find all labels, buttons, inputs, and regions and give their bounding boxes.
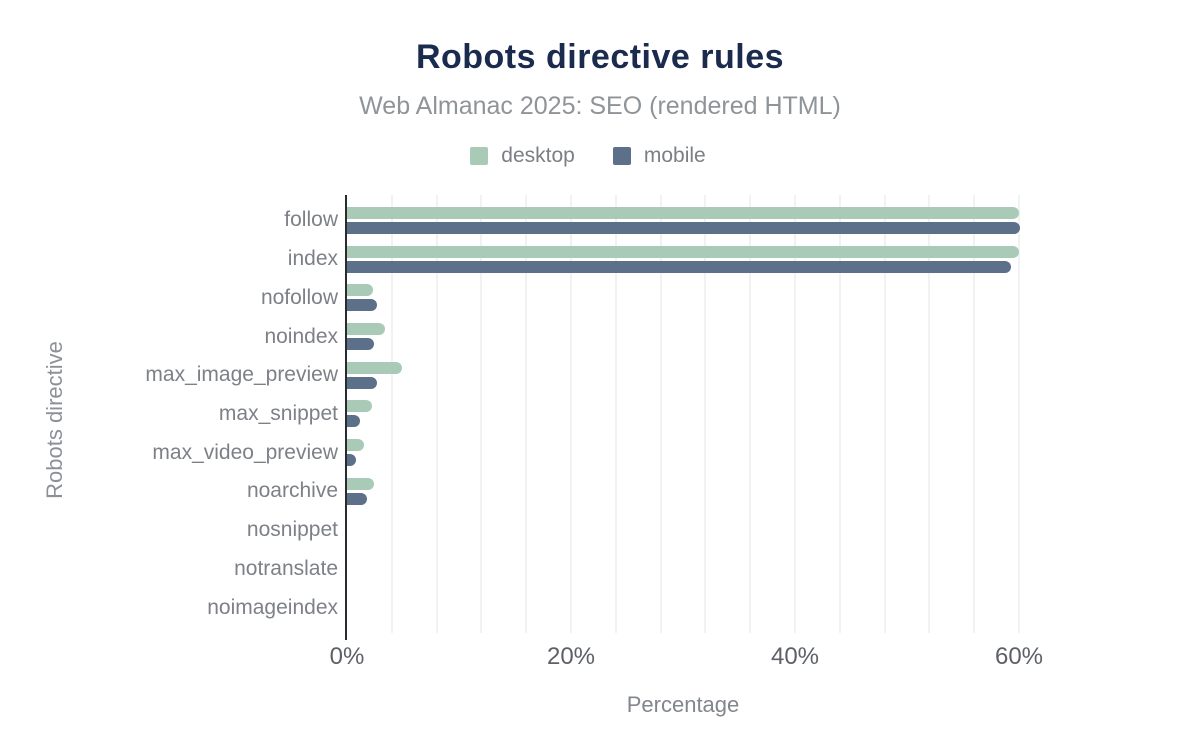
category-label: noarchive — [246, 479, 338, 503]
gridline — [1018, 195, 1020, 633]
category-row: noindex — [0, 317, 338, 356]
gridline — [390, 195, 393, 633]
legend-swatch-icon — [612, 147, 631, 165]
chart-row — [347, 240, 1019, 279]
bar-mobile-index[interactable] — [347, 260, 1012, 273]
y-axis-line — [345, 195, 347, 640]
bar-mobile-max_snippet[interactable] — [347, 415, 361, 428]
page-title: Robots directive rules — [415, 38, 785, 76]
chart-row — [347, 201, 1021, 240]
category-label: noindex — [264, 324, 338, 348]
category-row: max_image_preview — [0, 356, 338, 395]
category-label: max_image_preview — [145, 363, 338, 387]
x-tick-label: 60% — [994, 643, 1044, 670]
bar-desktop-index[interactable] — [347, 245, 1019, 258]
category-label: follow — [284, 208, 338, 232]
chart-row — [347, 588, 1019, 627]
category-row: notranslate — [0, 549, 338, 588]
category-row: max_snippet — [0, 395, 338, 434]
category-label: max_video_preview — [152, 440, 338, 464]
plot-area — [345, 195, 1021, 640]
gridline — [883, 195, 886, 633]
chart-row — [347, 278, 1019, 317]
gridline — [435, 195, 438, 633]
category-row: index — [0, 240, 338, 279]
chart-row — [347, 395, 1019, 434]
bar-rows — [347, 201, 1021, 627]
bar-desktop-max_video_preview[interactable] — [347, 439, 364, 452]
bar-desktop-max_image_preview[interactable] — [347, 361, 402, 374]
bar-mobile-max_video_preview[interactable] — [347, 454, 356, 467]
gridline — [659, 195, 662, 633]
category-row: nosnippet — [0, 511, 338, 550]
gridline — [704, 195, 707, 633]
gridline — [525, 195, 528, 633]
legend-label: mobile — [643, 144, 706, 167]
bar-mobile-max_image_preview[interactable] — [347, 376, 378, 389]
chart-row — [347, 511, 1019, 550]
y-axis-category-labels: follow index nofollow noindex max_image_prev… — [0, 201, 338, 627]
bar-mobile-nofollow[interactable] — [347, 299, 378, 312]
category-row: noimageindex — [0, 588, 338, 627]
category-label: nosnippet — [246, 518, 338, 542]
gridline — [794, 195, 796, 633]
chart-row — [347, 317, 1019, 356]
bar-mobile-follow[interactable] — [347, 221, 1021, 234]
y-axis-title: Robots directive — [42, 341, 67, 499]
x-tick-label: 20% — [546, 643, 596, 670]
category-label: noimageindex — [207, 595, 338, 619]
x-tick-label: 0% — [329, 643, 365, 670]
category-row: follow — [0, 201, 338, 240]
category-label: notranslate — [234, 556, 338, 580]
gridline — [614, 195, 617, 633]
category-row: nofollow — [0, 278, 338, 317]
x-tick-label: 40% — [770, 643, 820, 670]
gridline — [480, 195, 483, 633]
gridline — [570, 195, 572, 633]
chart-subtitle: Web Almanac 2025: SEO (rendered HTML) — [359, 92, 841, 120]
bar-desktop-nofollow[interactable] — [347, 284, 373, 297]
bar-desktop-max_snippet[interactable] — [347, 400, 372, 413]
bar-desktop-noarchive[interactable] — [347, 477, 374, 490]
bar-desktop-follow[interactable] — [347, 206, 1019, 219]
gridline — [749, 195, 752, 633]
chart-row — [347, 549, 1019, 588]
legend-item-desktop[interactable]: desktop — [470, 144, 575, 168]
category-row: noarchive — [0, 472, 338, 511]
gridline — [928, 195, 931, 633]
chart-row — [347, 472, 1019, 511]
category-label: index — [287, 247, 338, 271]
gridline — [838, 195, 841, 633]
gridline — [973, 195, 976, 633]
legend-swatch-icon — [470, 147, 489, 165]
x-axis-title: Percentage — [626, 692, 740, 717]
chart-row — [347, 356, 1019, 395]
bar-desktop-noindex[interactable] — [347, 323, 386, 336]
bar-mobile-noarchive[interactable] — [347, 492, 368, 505]
legend-item-mobile[interactable]: mobile — [612, 144, 706, 168]
bar-mobile-noindex[interactable] — [347, 338, 374, 351]
legend: desktop mobile — [0, 144, 1176, 168]
category-label: max_snippet — [218, 401, 338, 425]
legend-label: desktop — [501, 144, 575, 167]
chart-row — [347, 433, 1019, 472]
category-label: nofollow — [260, 285, 338, 309]
category-row: max_video_preview — [0, 433, 338, 472]
